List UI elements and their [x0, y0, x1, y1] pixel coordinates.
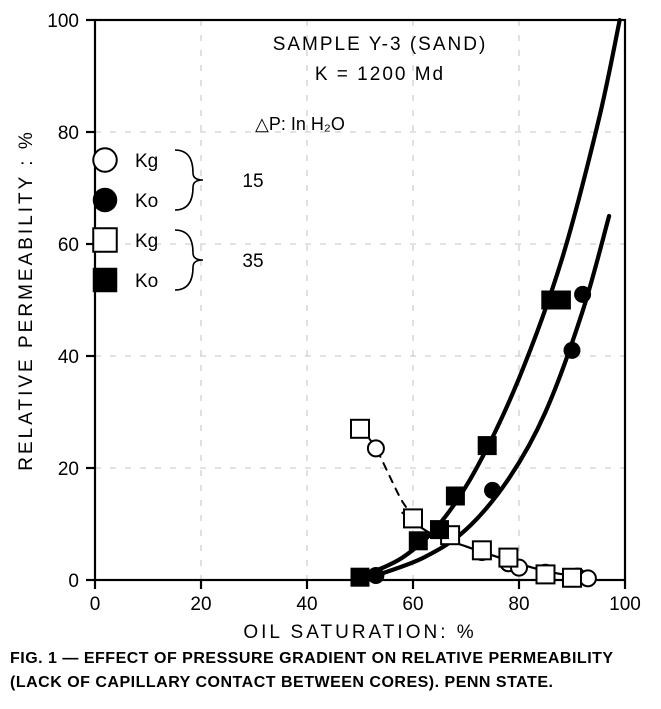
svg-text:20: 20	[190, 594, 211, 615]
svg-text:△P: In H₂O: △P: In H₂O	[255, 114, 345, 134]
svg-text:35: 35	[242, 251, 263, 272]
figure-caption-line2: (LACK OF CAPILLARY CONTACT BETWEEN CORES…	[10, 672, 651, 694]
svg-text:40: 40	[296, 594, 317, 615]
svg-text:60: 60	[402, 594, 423, 615]
svg-text:Ko: Ko	[135, 191, 158, 212]
relative-permeability-chart: 0 20 40 60 80 100 0 20 40 60 80 100 OIL SATURATION: …	[0, 0, 661, 640]
svg-text:80: 80	[58, 123, 79, 144]
svg-text:0: 0	[68, 571, 79, 592]
svg-text:15: 15	[242, 171, 263, 192]
figure-caption-line1: FIG. 1 — EFFECT OF PRESSURE GRADIENT ON …	[10, 648, 651, 670]
svg-text:Ko: Ko	[135, 271, 158, 292]
svg-text:60: 60	[58, 235, 79, 256]
svg-text:80: 80	[508, 594, 529, 615]
svg-text:Kg: Kg	[135, 231, 158, 252]
svg-text:100: 100	[47, 11, 79, 32]
svg-text:20: 20	[58, 459, 79, 480]
svg-text:RELATIVE PERMEABILITY : %: RELATIVE PERMEABILITY : %	[16, 129, 37, 470]
svg-text:SAMPLE Y-3 (SAND): SAMPLE Y-3 (SAND)	[273, 34, 488, 55]
svg-text:100: 100	[609, 594, 641, 615]
svg-text:0: 0	[90, 594, 101, 615]
svg-text:K = 1200 Md: K = 1200 Md	[315, 64, 445, 85]
svg-text:OIL SATURATION: %: OIL SATURATION: %	[243, 622, 476, 640]
svg-text:40: 40	[58, 347, 79, 368]
svg-text:Kg: Kg	[135, 151, 158, 172]
